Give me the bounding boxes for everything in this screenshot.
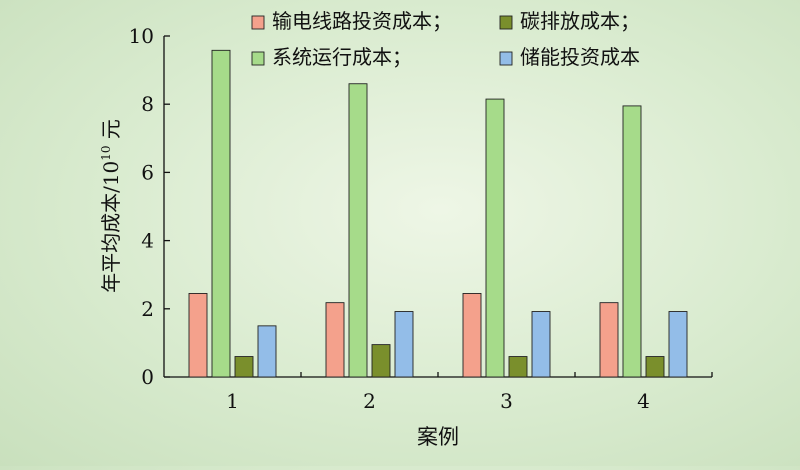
x-axis-label: 案例: [417, 425, 459, 449]
bar-series-3-category-1: [234, 356, 254, 378]
bar-series-1-category-4: [599, 302, 619, 378]
bar-series-2-category-4: [622, 105, 642, 378]
legend: 输电线路投资成本； 碳排放成本； 系统运行成本； 储能投资成本: [251, 9, 640, 69]
y-ticks: 0 2 4 6 8 10: [129, 24, 170, 389]
bar-series-4-category-4: [668, 311, 688, 378]
legend-label-series-4: 储能投资成本: [520, 45, 640, 69]
bar-series-4-category-1: [257, 325, 277, 378]
bar-series-1-category-2: [325, 302, 345, 378]
legend-label-series-2: 系统运行成本；: [272, 45, 412, 69]
legend-swatch-series-4: [499, 51, 513, 66]
legend-swatch-series-2: [251, 51, 265, 66]
x-ticks: 1 2 3 4: [226, 372, 650, 413]
bar-series-2-category-3: [485, 98, 505, 378]
y-tick-label: 8: [141, 92, 154, 116]
bar-series-2-category-2: [348, 83, 368, 378]
bar-series-2-category-1: [211, 49, 231, 378]
bar-series-1-category-3: [462, 293, 482, 378]
legend-swatch-series-3: [499, 15, 513, 30]
bars: [188, 49, 688, 378]
bar-series-3-category-3: [508, 356, 528, 378]
y-axis-label-unit: 元: [99, 119, 123, 145]
bar-series-3-category-2: [371, 344, 391, 378]
bar-series-3-category-4: [645, 356, 665, 378]
bar-series-4-category-3: [531, 311, 551, 378]
legend-label-series-1: 输电线路投资成本；: [272, 9, 452, 33]
y-tick-label: 6: [141, 160, 154, 184]
y-axis-label: 年平均成本/1010 元: [99, 119, 123, 293]
y-tick-label: 4: [141, 229, 154, 253]
x-tick-label: 2: [363, 389, 376, 413]
y-tick-label: 10: [129, 24, 154, 48]
x-tick-label: 1: [226, 389, 239, 413]
x-tick-label: 4: [637, 389, 650, 413]
y-axis-label-superscript: 10: [99, 145, 113, 160]
legend-swatch-series-1: [251, 15, 265, 30]
x-tick-label: 3: [500, 389, 513, 413]
y-tick-label: 0: [141, 365, 154, 389]
y-axis-label-group: 年平均成本/1010 元: [99, 119, 123, 293]
y-tick-label: 2: [141, 297, 154, 321]
legend-label-series-3: 碳排放成本；: [520, 9, 640, 33]
y-axis-label-main: 年平均成本/10: [99, 161, 123, 293]
bar-series-4-category-2: [394, 311, 414, 378]
bar-series-1-category-1: [188, 293, 208, 378]
